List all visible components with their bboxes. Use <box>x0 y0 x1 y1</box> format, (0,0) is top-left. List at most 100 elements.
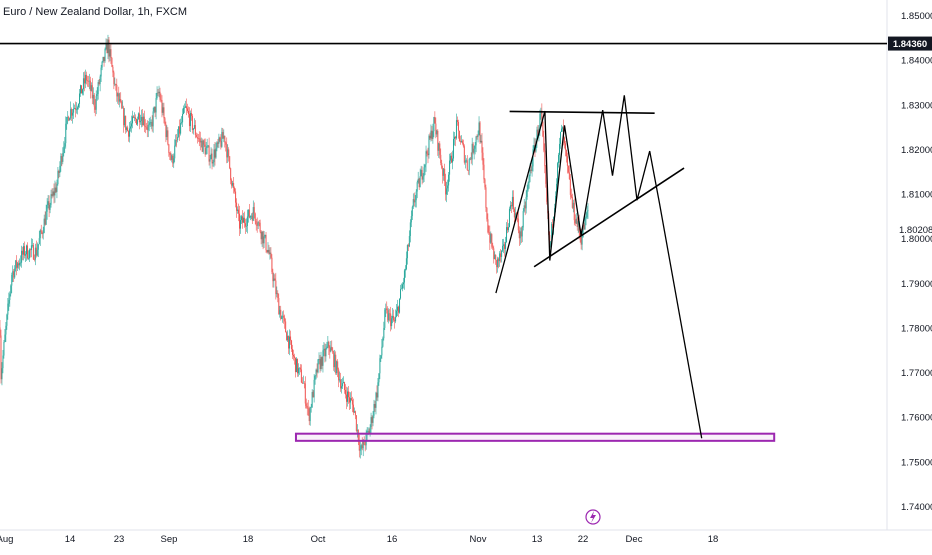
candle-body <box>110 49 112 58</box>
candle-body <box>587 210 589 212</box>
candle-body <box>293 356 295 358</box>
candle-body <box>583 224 585 230</box>
candle-body <box>442 167 444 176</box>
candle-body <box>520 231 522 237</box>
candle-body <box>361 445 363 449</box>
y-tick-label: 1.85000 <box>901 11 932 22</box>
candle-body <box>90 85 92 91</box>
candle-body <box>295 358 297 373</box>
candle-body <box>573 202 575 221</box>
candle-body <box>143 116 145 127</box>
candle-body <box>433 117 435 132</box>
candle-body <box>271 257 273 272</box>
chart-title: Euro / New Zealand Dollar, 1h, FXCM <box>3 6 188 18</box>
candle-body <box>432 131 434 139</box>
candle-body <box>356 429 358 431</box>
candle-body <box>269 252 271 254</box>
candle-body <box>266 250 268 253</box>
candle-body <box>507 227 509 231</box>
candle-body <box>396 310 398 317</box>
candle-body <box>448 174 450 186</box>
candle-body <box>188 114 190 127</box>
candle-body <box>311 391 313 408</box>
candle-body <box>465 160 467 161</box>
candle-body <box>321 357 323 366</box>
candle-body <box>333 352 335 368</box>
candle-body <box>108 39 110 57</box>
candle-body <box>154 106 156 113</box>
candle-body <box>506 227 508 243</box>
candle-body <box>422 176 424 180</box>
candle-body <box>169 152 171 155</box>
candle-body <box>69 118 71 121</box>
x-tick-label: 18 <box>243 534 254 545</box>
candle-body <box>95 96 97 110</box>
candle-body <box>551 224 553 242</box>
candle-body <box>163 107 165 119</box>
candle-body <box>352 404 354 413</box>
candle-body <box>186 108 188 112</box>
candle-body <box>131 123 133 127</box>
candle-body <box>542 121 544 137</box>
candle-body <box>230 168 232 181</box>
candle-body <box>27 258 29 259</box>
candle-body <box>140 116 142 121</box>
candle-body <box>337 361 339 370</box>
candle-body <box>146 127 148 131</box>
candle-body <box>114 84 116 85</box>
candle-body <box>77 107 79 110</box>
candle-body <box>57 170 59 185</box>
candle-body <box>477 135 479 138</box>
candle-body <box>24 246 26 256</box>
candle-body <box>577 221 579 227</box>
candle-body <box>302 383 304 384</box>
candle-body <box>205 148 207 155</box>
candle-body <box>111 57 113 67</box>
candle-body <box>508 208 510 228</box>
candle-body <box>149 122 151 125</box>
candle-body <box>168 144 170 153</box>
x-tick-label: Sep <box>161 534 178 545</box>
candle-body <box>13 271 15 278</box>
candle-body <box>398 306 400 313</box>
candle-body <box>187 111 189 115</box>
candle-body <box>42 232 44 234</box>
candle-body <box>216 142 218 149</box>
candle-body <box>254 213 256 222</box>
candle-body <box>133 116 135 118</box>
candle-body <box>245 226 247 227</box>
candle-body <box>382 338 384 347</box>
candle-body <box>338 369 340 381</box>
candle-body <box>566 156 568 166</box>
candle-body <box>240 220 242 229</box>
candle-body <box>471 143 473 160</box>
candle-body <box>446 188 448 195</box>
candle-body <box>457 121 459 131</box>
candle-body <box>152 111 154 127</box>
candle-body <box>565 149 567 157</box>
candle-body <box>158 91 160 94</box>
candle-body <box>458 130 460 142</box>
candle-body <box>467 170 469 171</box>
candle-body <box>285 321 287 333</box>
candle-body <box>343 382 345 384</box>
candle-body <box>513 209 515 218</box>
candle-body <box>312 391 314 398</box>
candle-body <box>278 297 280 315</box>
candle-body <box>381 346 383 356</box>
candle-body <box>523 205 525 212</box>
candle-body <box>219 137 221 141</box>
candle-body <box>493 248 495 260</box>
y-tick-label: 1.79000 <box>901 279 932 290</box>
candle-body <box>150 122 152 123</box>
candle-body <box>399 298 401 313</box>
y-tick-label: 1.84000 <box>901 56 932 67</box>
candle-body <box>326 346 328 349</box>
candle-body <box>30 245 32 251</box>
candle-body <box>46 205 48 212</box>
candle-body <box>61 156 63 162</box>
candle-body <box>427 153 429 156</box>
candle-body <box>475 136 477 146</box>
candle-body <box>370 417 372 428</box>
